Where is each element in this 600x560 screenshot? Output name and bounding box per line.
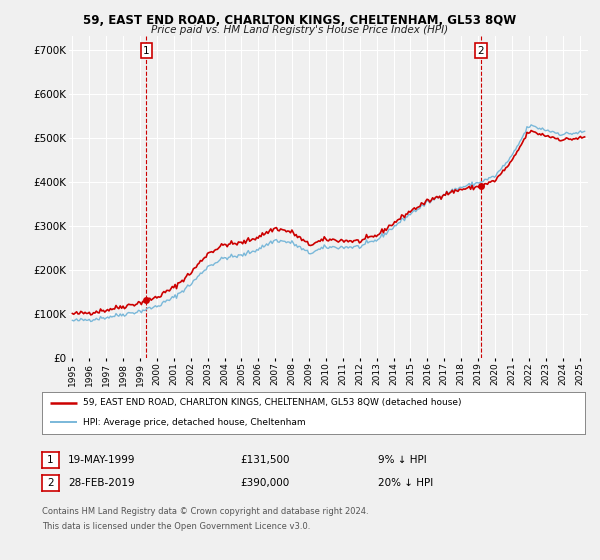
- Text: 20% ↓ HPI: 20% ↓ HPI: [378, 478, 433, 488]
- Text: 59, EAST END ROAD, CHARLTON KINGS, CHELTENHAM, GL53 8QW: 59, EAST END ROAD, CHARLTON KINGS, CHELT…: [83, 14, 517, 27]
- Text: £390,000: £390,000: [240, 478, 289, 488]
- Text: 2: 2: [47, 478, 54, 488]
- Text: 2: 2: [478, 46, 484, 56]
- Text: 9% ↓ HPI: 9% ↓ HPI: [378, 455, 427, 465]
- Text: Price paid vs. HM Land Registry's House Price Index (HPI): Price paid vs. HM Land Registry's House …: [151, 25, 449, 35]
- Text: 1: 1: [143, 46, 150, 56]
- Point: [476, 182, 486, 191]
- Text: 19-MAY-1999: 19-MAY-1999: [68, 455, 136, 465]
- Text: HPI: Average price, detached house, Cheltenham: HPI: Average price, detached house, Chel…: [83, 418, 305, 427]
- Text: £131,500: £131,500: [240, 455, 290, 465]
- Text: This data is licensed under the Open Government Licence v3.0.: This data is licensed under the Open Gov…: [42, 522, 310, 531]
- Point: [142, 296, 151, 305]
- Text: 59, EAST END ROAD, CHARLTON KINGS, CHELTENHAM, GL53 8QW (detached house): 59, EAST END ROAD, CHARLTON KINGS, CHELT…: [83, 398, 461, 407]
- Text: 1: 1: [47, 455, 54, 465]
- Text: 28-FEB-2019: 28-FEB-2019: [68, 478, 134, 488]
- Text: Contains HM Land Registry data © Crown copyright and database right 2024.: Contains HM Land Registry data © Crown c…: [42, 507, 368, 516]
